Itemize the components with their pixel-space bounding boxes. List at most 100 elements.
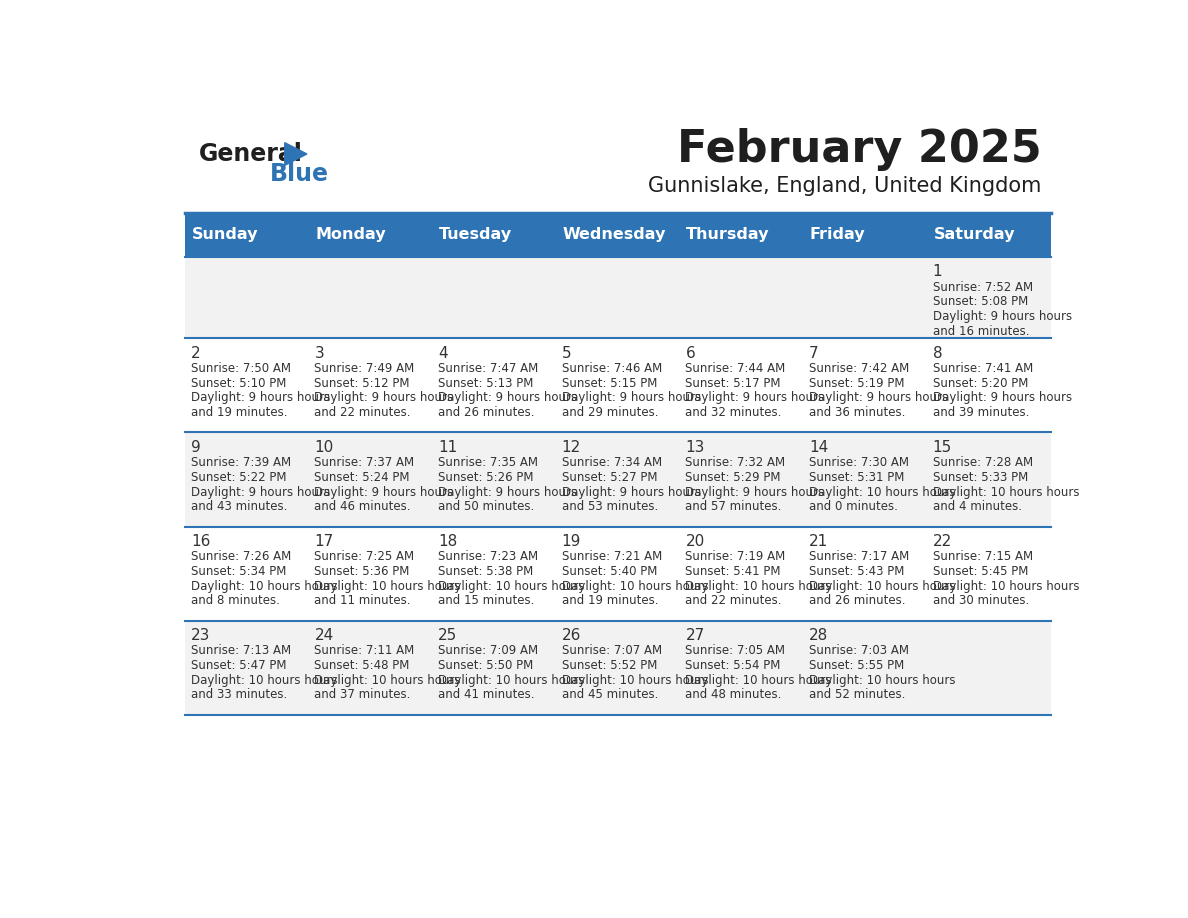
Bar: [309, 621, 432, 714]
Text: Sunrise: 7:41 AM: Sunrise: 7:41 AM: [933, 362, 1032, 375]
Text: and 0 minutes.: and 0 minutes.: [809, 500, 898, 513]
Bar: [185, 339, 309, 432]
Text: Sunset: 5:15 PM: Sunset: 5:15 PM: [562, 376, 657, 389]
Text: 8: 8: [933, 345, 942, 361]
Text: 24: 24: [315, 628, 334, 643]
Bar: [556, 339, 680, 432]
Bar: [185, 432, 309, 527]
Text: Monday: Monday: [315, 228, 386, 242]
Text: 21: 21: [809, 533, 828, 549]
Text: Daylight: 10 hours hours: Daylight: 10 hours hours: [438, 674, 584, 687]
Bar: [185, 257, 309, 339]
Text: Sunset: 5:13 PM: Sunset: 5:13 PM: [438, 376, 533, 389]
Text: Sunset: 5:24 PM: Sunset: 5:24 PM: [315, 471, 410, 484]
Text: Sunrise: 7:34 AM: Sunrise: 7:34 AM: [562, 456, 662, 469]
Text: Sunrise: 7:21 AM: Sunrise: 7:21 AM: [562, 550, 662, 563]
Text: Daylight: 10 hours hours: Daylight: 10 hours hours: [315, 674, 461, 687]
Text: Sunset: 5:17 PM: Sunset: 5:17 PM: [685, 376, 781, 389]
Bar: [556, 257, 680, 339]
Text: 18: 18: [438, 533, 457, 549]
Text: Sunrise: 7:09 AM: Sunrise: 7:09 AM: [438, 644, 538, 657]
Text: and 15 minutes.: and 15 minutes.: [438, 594, 535, 608]
Bar: [432, 432, 556, 527]
Text: Sunset: 5:47 PM: Sunset: 5:47 PM: [191, 659, 286, 672]
Text: Gunnislake, England, United Kingdom: Gunnislake, England, United Kingdom: [649, 175, 1042, 196]
Text: Friday: Friday: [810, 228, 866, 242]
Text: and 57 minutes.: and 57 minutes.: [685, 500, 782, 513]
Text: 11: 11: [438, 440, 457, 454]
Text: Sunset: 5:54 PM: Sunset: 5:54 PM: [685, 659, 781, 672]
Text: Daylight: 9 hours hours: Daylight: 9 hours hours: [191, 391, 330, 405]
Text: Daylight: 10 hours hours: Daylight: 10 hours hours: [562, 579, 708, 592]
Text: General: General: [200, 142, 303, 166]
Text: and 50 minutes.: and 50 minutes.: [438, 500, 535, 513]
Text: Daylight: 10 hours hours: Daylight: 10 hours hours: [809, 486, 955, 498]
Text: Daylight: 10 hours hours: Daylight: 10 hours hours: [438, 579, 584, 592]
Text: Daylight: 9 hours hours: Daylight: 9 hours hours: [933, 391, 1072, 405]
Text: February 2025: February 2025: [677, 128, 1042, 171]
Text: 26: 26: [562, 628, 581, 643]
Text: Sunrise: 7:35 AM: Sunrise: 7:35 AM: [438, 456, 538, 469]
Text: Sunrise: 7:30 AM: Sunrise: 7:30 AM: [809, 456, 909, 469]
Text: and 43 minutes.: and 43 minutes.: [191, 500, 287, 513]
Text: 16: 16: [191, 533, 210, 549]
Text: 17: 17: [315, 533, 334, 549]
Text: Daylight: 9 hours hours: Daylight: 9 hours hours: [315, 486, 454, 498]
Text: Sunset: 5:26 PM: Sunset: 5:26 PM: [438, 471, 533, 484]
Text: Saturday: Saturday: [934, 228, 1015, 242]
Text: Sunrise: 7:46 AM: Sunrise: 7:46 AM: [562, 362, 662, 375]
Text: and 8 minutes.: and 8 minutes.: [191, 594, 279, 608]
Text: Sunrise: 7:39 AM: Sunrise: 7:39 AM: [191, 456, 291, 469]
Bar: [185, 621, 309, 714]
Bar: [309, 339, 432, 432]
Text: Thursday: Thursday: [687, 228, 770, 242]
Text: 6: 6: [685, 345, 695, 361]
Bar: [803, 621, 927, 714]
Text: and 29 minutes.: and 29 minutes.: [562, 407, 658, 420]
Text: Sunset: 5:48 PM: Sunset: 5:48 PM: [315, 659, 410, 672]
Bar: [803, 527, 927, 621]
Bar: [432, 621, 556, 714]
Bar: [185, 213, 309, 257]
Bar: [680, 213, 803, 257]
Text: Daylight: 10 hours hours: Daylight: 10 hours hours: [562, 674, 708, 687]
Text: Sunrise: 7:49 AM: Sunrise: 7:49 AM: [315, 362, 415, 375]
Text: and 26 minutes.: and 26 minutes.: [438, 407, 535, 420]
Text: and 4 minutes.: and 4 minutes.: [933, 500, 1022, 513]
Text: Sunset: 5:55 PM: Sunset: 5:55 PM: [809, 659, 904, 672]
Text: 10: 10: [315, 440, 334, 454]
Text: Daylight: 9 hours hours: Daylight: 9 hours hours: [809, 391, 948, 405]
Text: Sunrise: 7:15 AM: Sunrise: 7:15 AM: [933, 550, 1032, 563]
Text: Daylight: 10 hours hours: Daylight: 10 hours hours: [685, 674, 832, 687]
Text: Sunrise: 7:13 AM: Sunrise: 7:13 AM: [191, 644, 291, 657]
Text: 28: 28: [809, 628, 828, 643]
Text: Daylight: 9 hours hours: Daylight: 9 hours hours: [315, 391, 454, 405]
Text: Sunrise: 7:25 AM: Sunrise: 7:25 AM: [315, 550, 415, 563]
Text: Sunset: 5:27 PM: Sunset: 5:27 PM: [562, 471, 657, 484]
Text: 13: 13: [685, 440, 704, 454]
Text: 3: 3: [315, 345, 324, 361]
Text: Sunrise: 7:47 AM: Sunrise: 7:47 AM: [438, 362, 538, 375]
Bar: [309, 257, 432, 339]
Bar: [803, 339, 927, 432]
Bar: [556, 527, 680, 621]
Text: 22: 22: [933, 533, 952, 549]
Bar: [680, 257, 803, 339]
Bar: [803, 257, 927, 339]
Text: Sunrise: 7:42 AM: Sunrise: 7:42 AM: [809, 362, 909, 375]
Text: Sunset: 5:22 PM: Sunset: 5:22 PM: [191, 471, 286, 484]
Text: Sunset: 5:36 PM: Sunset: 5:36 PM: [315, 565, 410, 577]
Text: Sunrise: 7:26 AM: Sunrise: 7:26 AM: [191, 550, 291, 563]
Text: and 52 minutes.: and 52 minutes.: [809, 688, 905, 701]
Text: Sunset: 5:10 PM: Sunset: 5:10 PM: [191, 376, 286, 389]
Text: Sunset: 5:29 PM: Sunset: 5:29 PM: [685, 471, 781, 484]
Bar: [556, 432, 680, 527]
Text: and 32 minutes.: and 32 minutes.: [685, 407, 782, 420]
Text: Sunset: 5:52 PM: Sunset: 5:52 PM: [562, 659, 657, 672]
Bar: [680, 339, 803, 432]
Text: Sunset: 5:43 PM: Sunset: 5:43 PM: [809, 565, 904, 577]
Text: 27: 27: [685, 628, 704, 643]
Bar: [432, 339, 556, 432]
Bar: [680, 621, 803, 714]
Bar: [556, 621, 680, 714]
